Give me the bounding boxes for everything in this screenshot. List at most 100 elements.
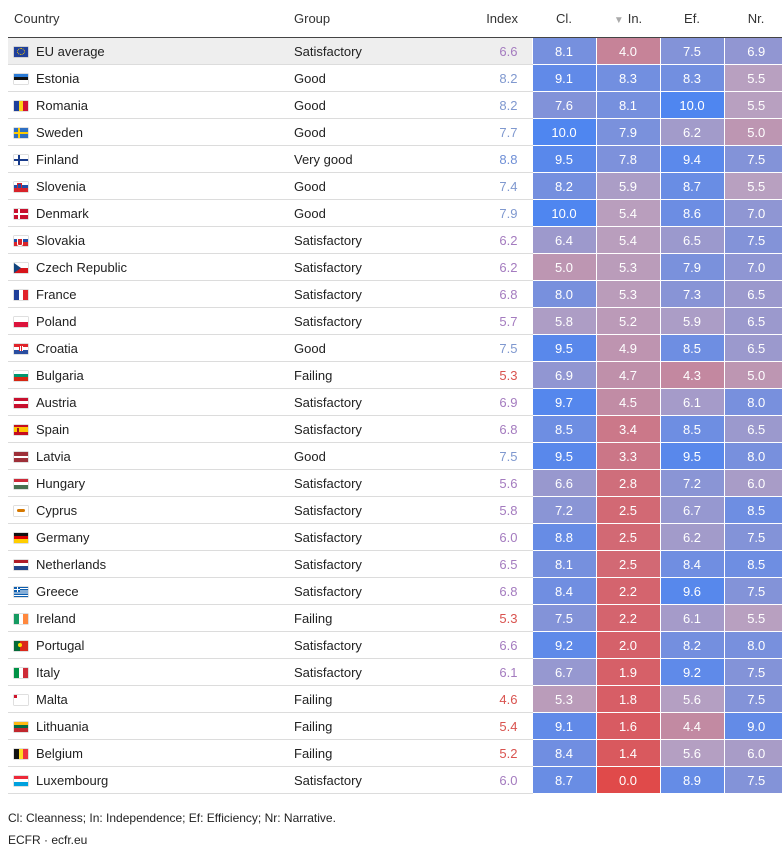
- flag-hu-icon: [14, 478, 28, 489]
- cl-score-cell: 5.3: [531, 685, 596, 713]
- in-score-cell: 3.4: [595, 415, 660, 443]
- country-cell: Italy: [8, 658, 294, 686]
- column-header-in[interactable]: ▼ In.: [596, 0, 660, 38]
- country-cell: Greece: [8, 577, 294, 605]
- country-cell: Malta: [8, 685, 294, 713]
- country-cell: Slovenia: [8, 172, 294, 200]
- group-cell: Satisfactory: [294, 253, 464, 281]
- group-cell: Very good: [294, 145, 464, 173]
- table-body: EU average Satisfactory 6.6 8.1 4.0 7.5 6.9 Est…: [8, 37, 782, 794]
- column-header-ef[interactable]: Ef.: [660, 0, 724, 38]
- column-header-country[interactable]: Country: [8, 0, 294, 38]
- cl-score-cell: 8.1: [531, 37, 596, 65]
- country-name: Cyprus: [36, 503, 78, 519]
- ef-score-cell: 9.4: [659, 145, 724, 173]
- country-cell: France: [8, 280, 294, 308]
- flag-nl-icon: [14, 559, 28, 570]
- in-score-cell: 4.5: [595, 388, 660, 416]
- in-score-cell: 3.3: [595, 442, 660, 470]
- flag-sk-icon: [14, 235, 28, 246]
- column-header-nr[interactable]: Nr.: [724, 0, 782, 38]
- nr-score-cell: 7.5: [723, 766, 782, 794]
- cl-score-cell: 9.5: [531, 334, 596, 362]
- flag-at-icon: [14, 397, 28, 408]
- flag-be-icon: [14, 748, 28, 759]
- country-name: Lithuania: [36, 719, 89, 735]
- country-cell: Latvia: [8, 442, 294, 470]
- group-cell: Good: [294, 442, 464, 470]
- in-score-cell: 1.9: [595, 658, 660, 686]
- index-cell: 7.5: [464, 442, 532, 470]
- cl-score-cell: 7.6: [531, 91, 596, 119]
- cl-score-cell: 10.0: [531, 118, 596, 146]
- table-row: Latvia Good 7.5 9.5 3.3 9.5 8.0: [8, 442, 782, 470]
- column-header-cl[interactable]: Cl.: [532, 0, 596, 38]
- country-name: Belgium: [36, 746, 83, 762]
- flag-lv-icon: [14, 451, 28, 462]
- country-name: Slovakia: [36, 233, 86, 249]
- country-name: Czech Republic: [36, 260, 128, 276]
- flag-gr-icon: [14, 586, 28, 597]
- ef-score-cell: 8.7: [659, 172, 724, 200]
- table-row: Finland Very good 8.8 9.5 7.8 9.4 7.5: [8, 145, 782, 173]
- column-header-index[interactable]: Index: [464, 0, 532, 38]
- country-cell: Luxembourg: [8, 766, 294, 794]
- cl-score-cell: 9.2: [531, 631, 596, 659]
- country-name: Croatia: [36, 341, 78, 357]
- country-name: Germany: [36, 530, 90, 546]
- flag-cy-icon: [14, 505, 28, 516]
- ef-score-cell: 6.1: [659, 388, 724, 416]
- ef-score-cell: 8.3: [659, 64, 724, 92]
- flag-de-icon: [14, 532, 28, 543]
- ef-score-cell: 9.5: [659, 442, 724, 470]
- cl-score-cell: 9.7: [531, 388, 596, 416]
- in-score-cell: 5.9: [595, 172, 660, 200]
- group-cell: Good: [294, 334, 464, 362]
- nr-score-cell: 7.5: [723, 523, 782, 551]
- country-cell: Belgium: [8, 739, 294, 767]
- group-cell: Failing: [294, 361, 464, 389]
- nr-score-cell: 8.5: [723, 550, 782, 578]
- cl-score-cell: 8.1: [531, 550, 596, 578]
- cl-score-cell: 8.4: [531, 739, 596, 767]
- index-cell: 6.2: [464, 226, 532, 254]
- country-name: Netherlands: [36, 557, 107, 573]
- in-score-cell: 5.4: [595, 226, 660, 254]
- nr-score-cell: 6.5: [723, 280, 782, 308]
- ef-score-cell: 8.2: [659, 631, 724, 659]
- country-cell: Romania: [8, 91, 294, 119]
- index-cell: 5.2: [464, 739, 532, 767]
- table-row: Belgium Failing 5.2 8.4 1.4 5.6 6.0: [8, 739, 782, 767]
- ef-score-cell: 7.2: [659, 469, 724, 497]
- ef-score-cell: 8.4: [659, 550, 724, 578]
- index-cell: 4.6: [464, 685, 532, 713]
- ef-score-cell: 4.3: [659, 361, 724, 389]
- ef-score-cell: 8.5: [659, 415, 724, 443]
- nr-score-cell: 7.5: [723, 577, 782, 605]
- table-row: Malta Failing 4.6 5.3 1.8 5.6 7.5: [8, 685, 782, 713]
- in-score-cell: 4.9: [595, 334, 660, 362]
- cl-score-cell: 6.9: [531, 361, 596, 389]
- index-cell: 6.2: [464, 253, 532, 281]
- country-name: Portugal: [36, 638, 85, 654]
- nr-score-cell: 6.5: [723, 415, 782, 443]
- in-score-cell: 2.5: [595, 496, 660, 524]
- nr-score-cell: 8.0: [723, 631, 782, 659]
- country-cell: Estonia: [8, 64, 294, 92]
- cl-score-cell: 8.0: [531, 280, 596, 308]
- column-header-country-label: Country: [14, 11, 60, 26]
- cl-score-cell: 8.4: [531, 577, 596, 605]
- in-score-cell: 4.7: [595, 361, 660, 389]
- nr-score-cell: 8.0: [723, 442, 782, 470]
- group-cell: Satisfactory: [294, 577, 464, 605]
- table-row: Italy Satisfactory 6.1 6.7 1.9 9.2 7.5: [8, 658, 782, 686]
- flag-es-icon: [14, 424, 28, 435]
- flag-ie-icon: [14, 613, 28, 624]
- flag-it-icon: [14, 667, 28, 678]
- nr-score-cell: 5.5: [723, 91, 782, 119]
- ef-score-cell: 9.2: [659, 658, 724, 686]
- group-cell: Satisfactory: [294, 307, 464, 335]
- group-cell: Satisfactory: [294, 523, 464, 551]
- column-header-group[interactable]: Group: [294, 0, 464, 38]
- index-cell: 5.3: [464, 604, 532, 632]
